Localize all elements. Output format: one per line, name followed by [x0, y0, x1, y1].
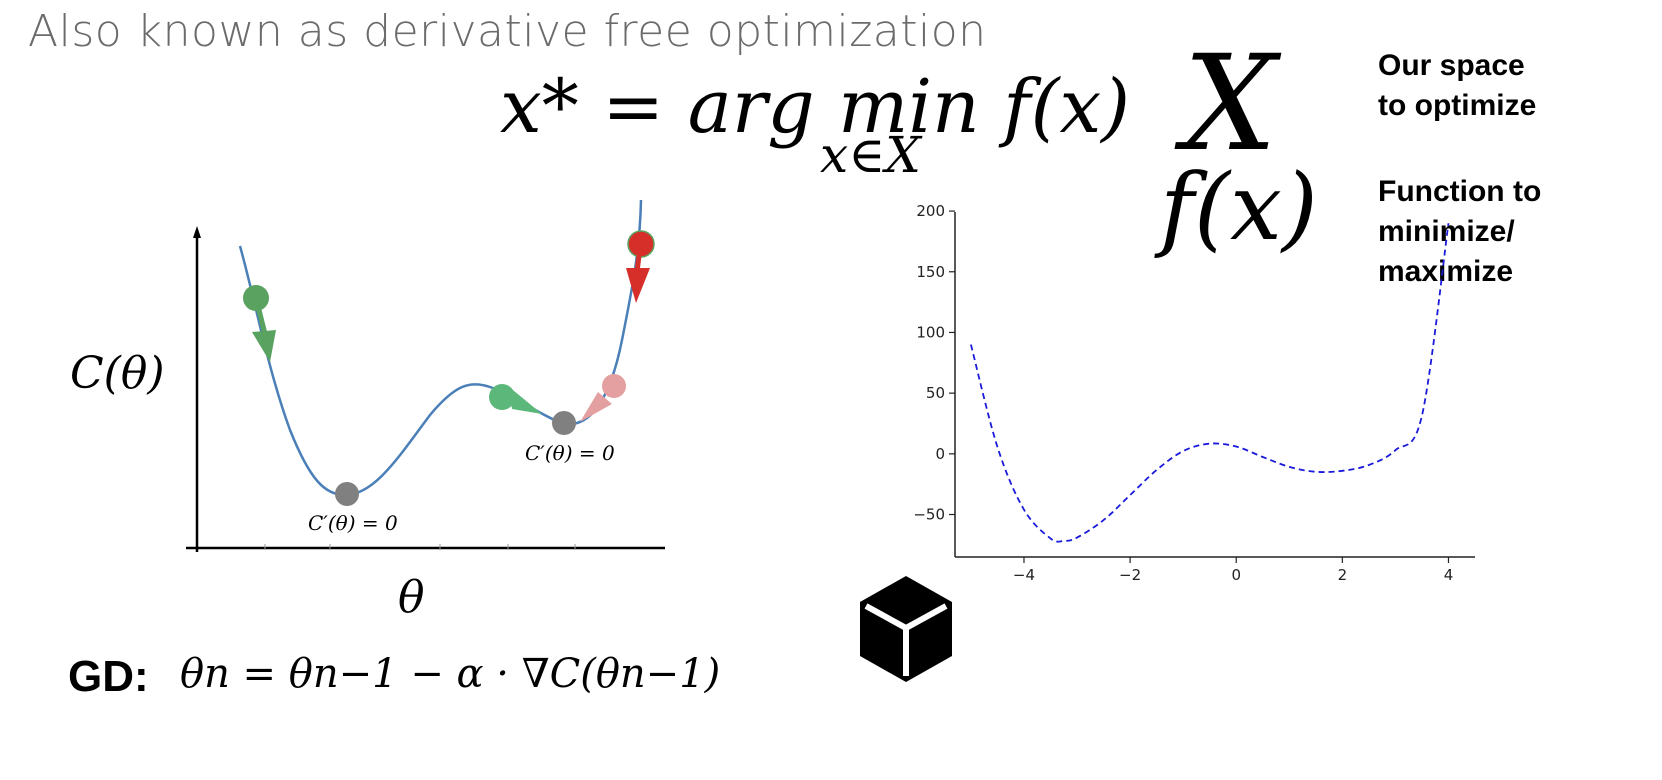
objective-function-label-line: Function to — [1378, 175, 1542, 208]
argmin-equation: x* = arg min f(x) — [500, 64, 1131, 150]
objective-function-symbol: f(x) — [1160, 154, 1318, 261]
green-ball — [489, 384, 515, 410]
chart-series-line — [970, 223, 1450, 543]
search-space-label-line: to optimize — [1378, 89, 1537, 122]
pink-arrow-head-icon — [580, 392, 612, 422]
red-ball — [627, 230, 655, 258]
pink-ball — [602, 374, 626, 398]
chart-x-tick-label: 0 — [1231, 566, 1241, 584]
chart-y-tick-label: 0 — [935, 445, 945, 463]
chart-x-tick-label: −2 — [1119, 566, 1141, 584]
chart-y-tick-label: 200 — [916, 202, 945, 220]
red-arrow-head-icon — [626, 268, 650, 303]
chart-y-tick-label: 100 — [916, 323, 945, 341]
stationary-label-local: C′(θ) = 0 — [525, 441, 615, 465]
chart-x-tick-label: −4 — [1013, 566, 1035, 584]
gray-ball-local-min — [552, 411, 576, 435]
chart-y-tick-label: 50 — [926, 384, 945, 402]
chart-y-tick-label: 150 — [916, 263, 945, 281]
search-space-label: Our space to optimize — [1378, 46, 1536, 126]
argmin-subscript: x∈X — [820, 126, 921, 184]
green-arrow-head-icon — [252, 330, 276, 362]
search-space-label-line: Our space — [1378, 49, 1525, 82]
diagram-x-ticks — [264, 544, 576, 550]
diagram-y-axis-arrow-icon — [193, 226, 201, 238]
gd-label: GD: — [68, 652, 149, 701]
stationary-label-global: C′(θ) = 0 — [308, 511, 398, 535]
chart-x-tick-label: 4 — [1444, 566, 1454, 584]
diagram-y-label: C(θ) — [70, 348, 165, 399]
search-space-symbol: X — [1183, 27, 1277, 181]
slide-subtitle: Also known as derivative free optimizati… — [28, 6, 987, 57]
chart-x-tick-label: 2 — [1338, 566, 1348, 584]
black-box-cube-icon — [860, 576, 952, 682]
cost-curve — [238, 199, 643, 497]
gray-ball-global-min — [335, 482, 359, 506]
green-arrow-head-icon — [508, 386, 542, 414]
chart-y-tick-label: −50 — [913, 506, 945, 524]
objective-function-label: Function to minimize/ maximize — [1378, 172, 1541, 292]
objective-function-label-line: maximize — [1378, 255, 1514, 288]
green-ball — [243, 285, 269, 311]
objective-function-chart: −50 0 50 100 150 200 −4 −2 0 2 4 — [913, 202, 1475, 584]
diagram-x-label: θ — [398, 572, 425, 623]
gd-update-equation: θn = θn−1 − α · ∇C(θn−1) — [180, 651, 721, 697]
